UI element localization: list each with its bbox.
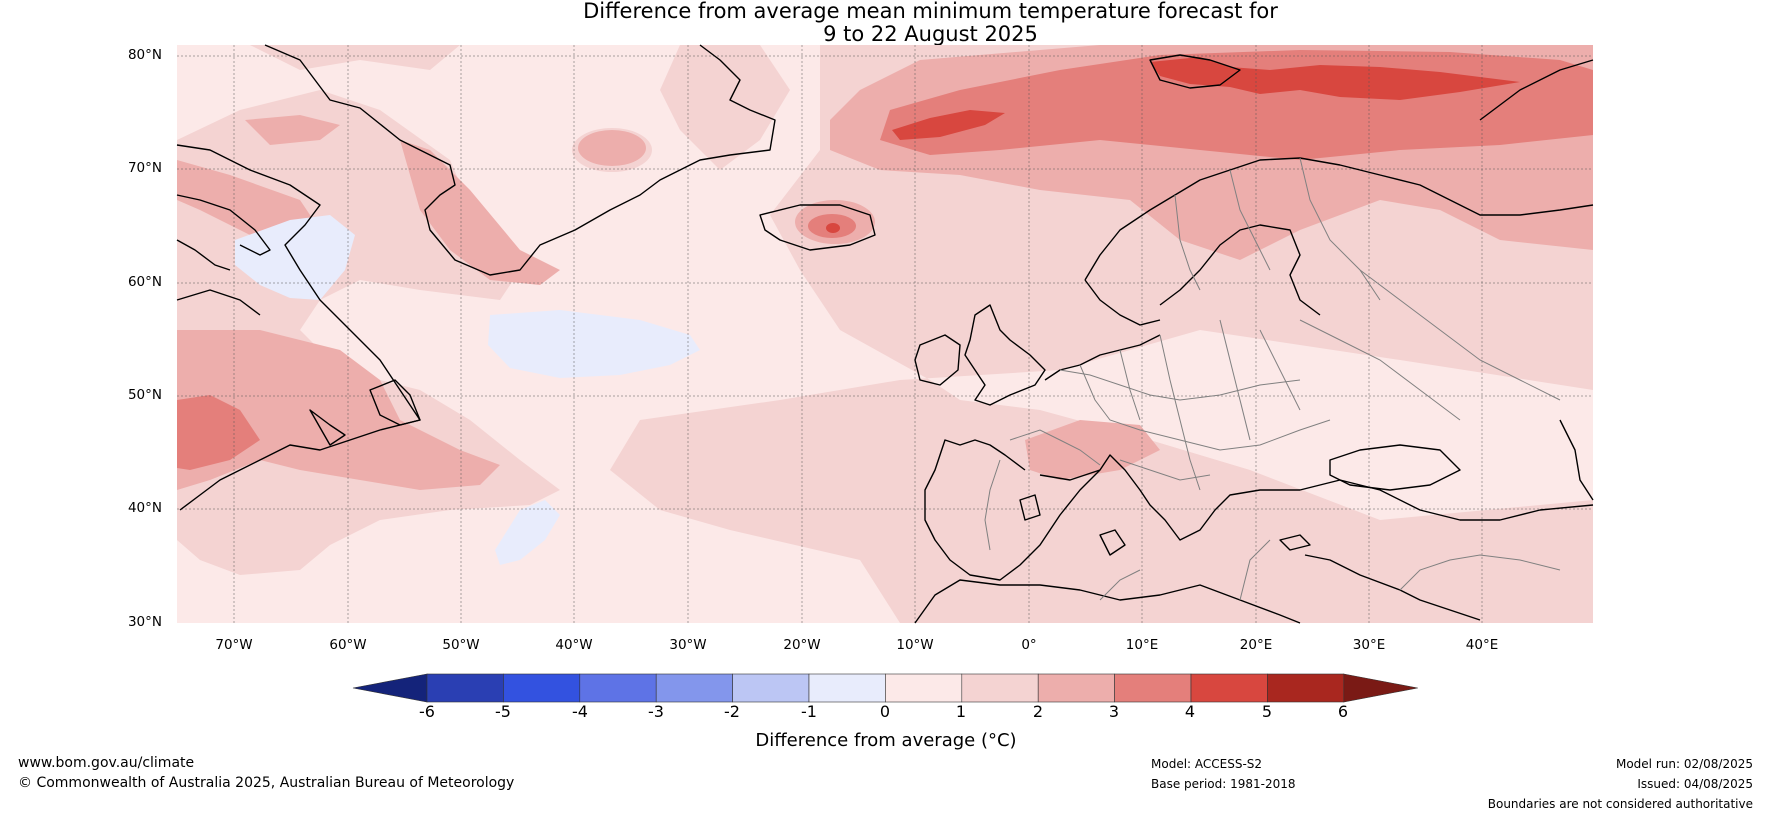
anomaly-band-neg1-0	[235, 215, 700, 565]
africa-coastline	[914, 579, 1301, 624]
lon-label-70w: 70°W	[215, 637, 253, 653]
country-borders	[984, 157, 1561, 601]
colorbar-segment	[961, 673, 1039, 703]
lat-label-60n: 60°N	[127, 274, 162, 290]
colorbar-segment	[426, 673, 504, 703]
colorbar-tick: -2	[724, 702, 740, 721]
lat-label-70n: 70°N	[127, 160, 162, 176]
newfoundland-coastline	[369, 379, 421, 426]
lat-label-40n: 40°N	[127, 500, 162, 516]
colorbar-tick: 5	[1261, 702, 1273, 721]
lat-label-80n: 80°N	[127, 47, 162, 63]
europe-coastline	[924, 439, 1594, 581]
model-name: Model: ACCESS-S2	[1151, 757, 1263, 771]
issued-date: Issued: 04/08/2025	[1637, 777, 1753, 791]
colorbar-extend-min	[352, 673, 428, 703]
anomaly-band-4-5	[826, 57, 1520, 233]
colorbar-segment	[503, 673, 581, 703]
colorbar-label: Difference from average (°C)	[755, 730, 1017, 751]
black-sea-coastline	[1329, 444, 1461, 491]
colorbar-tick: -3	[648, 702, 664, 721]
svalbard-coastline	[1149, 54, 1241, 89]
lon-label-40e: 40°E	[1465, 637, 1499, 653]
colorbar-extend-max	[1343, 673, 1418, 703]
colorbar-tick: 0	[879, 702, 891, 721]
colorbar-segment	[579, 673, 657, 703]
iceland-coastline	[759, 204, 876, 251]
base-period: Base period: 1981-2018	[1151, 777, 1296, 791]
copyright-notice: © Commonwealth of Australia 2025, Austra…	[18, 775, 515, 791]
lon-label-10w: 10°W	[896, 637, 934, 653]
greenland-coastline	[264, 44, 776, 276]
colorbar-segment	[655, 673, 733, 703]
lon-label-0: 0°	[1021, 637, 1037, 653]
colorbar	[352, 673, 1418, 703]
lon-label-20w: 20°W	[783, 637, 821, 653]
lon-label-20e: 20°E	[1239, 637, 1273, 653]
colorbar-segment	[732, 673, 810, 703]
colorbar-segment	[885, 673, 963, 703]
lat-label-30n: 30°N	[127, 614, 162, 630]
boundaries-disclaimer: Boundaries are not considered authoritat…	[1487, 797, 1753, 811]
colorbar-tick: 2	[1032, 702, 1044, 721]
great-britain-coastline	[964, 304, 1046, 406]
colorbar-tick: 3	[1108, 702, 1120, 721]
ireland-coastline	[914, 334, 961, 386]
colorbar-tick: -1	[801, 702, 817, 721]
colorbar-segment	[1267, 673, 1345, 703]
model-run-date: Model run: 02/08/2025	[1615, 757, 1753, 771]
colorbar-tick: -6	[419, 702, 435, 721]
colorbar-tick: -5	[495, 702, 511, 721]
map-title: Difference from average mean minimum tem…	[0, 0, 1770, 46]
graticule	[177, 45, 1593, 623]
title-line-1: Difference from average mean minimum tem…	[583, 0, 1278, 23]
lon-label-10e: 10°E	[1125, 637, 1159, 653]
map-area	[176, 44, 1594, 624]
lon-label-40w: 40°W	[555, 637, 593, 653]
colorbar-segments	[426, 673, 1345, 703]
north-america-coastline	[176, 144, 421, 511]
colorbar-tick: 4	[1184, 702, 1196, 721]
colorbar-tick: 1	[955, 702, 967, 721]
lon-label-50w: 50°W	[442, 637, 480, 653]
colorbar-segment	[1114, 673, 1192, 703]
colorbar-segment	[808, 673, 886, 703]
colorbar-segment	[1037, 673, 1115, 703]
colorbar-tick: 6	[1337, 702, 1349, 721]
lon-label-30e: 30°E	[1352, 637, 1386, 653]
title-line-2: 9 to 22 August 2025	[823, 22, 1038, 46]
website-link[interactable]: www.bom.gov.au/climate	[18, 755, 195, 771]
lon-label-60w: 60°W	[329, 637, 367, 653]
lat-label-50n: 50°N	[127, 387, 162, 403]
colorbar-segment	[1190, 673, 1268, 703]
lon-label-30w: 30°W	[669, 637, 707, 653]
colorbar-tick: -4	[572, 702, 588, 721]
